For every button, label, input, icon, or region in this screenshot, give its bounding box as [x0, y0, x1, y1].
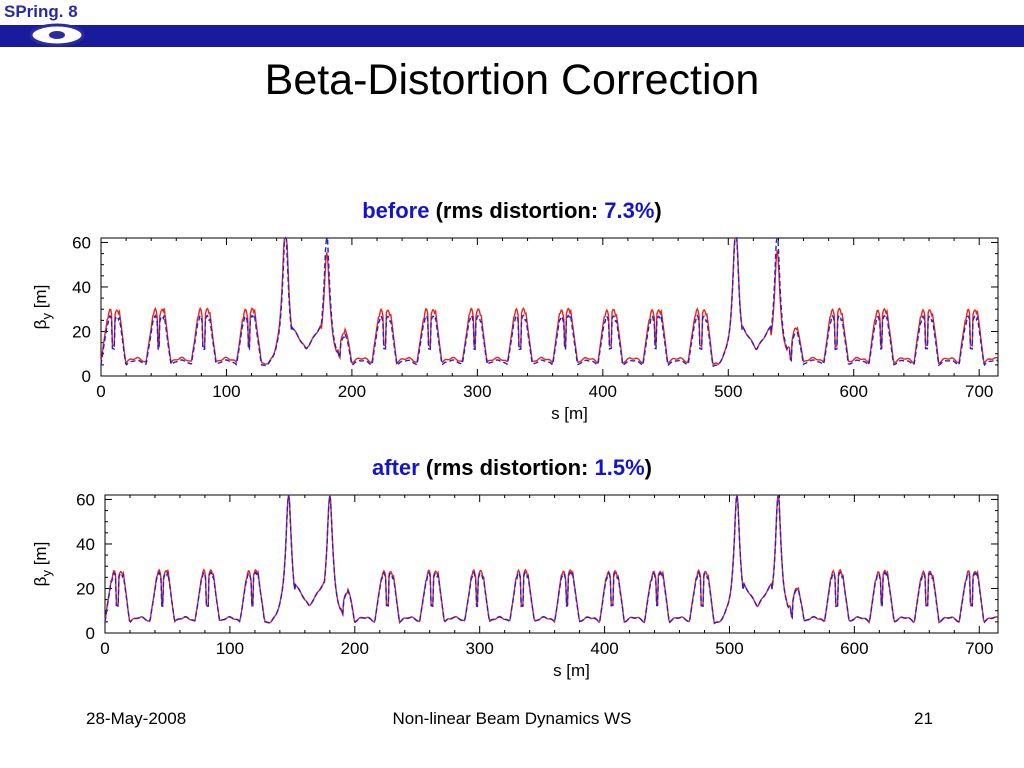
x-tick-label: 400: [589, 382, 617, 401]
y-tick-label: 60: [72, 233, 91, 252]
footer-event: Non-linear Beam Dynamics WS: [392, 709, 632, 728]
chart-title-end: ): [644, 455, 652, 480]
y-tick-label: 60: [76, 490, 95, 509]
x-tick-label: 200: [341, 639, 369, 658]
orbit-ring-icon: [29, 23, 85, 47]
slide-title: Beta-Distortion Correction: [264, 56, 760, 104]
logo-text: SPring. 8: [4, 2, 78, 21]
x-axis-label: s [m]: [551, 404, 588, 423]
footer-date: 28-May-2008: [86, 709, 187, 728]
chart-title-mid: (rms distortion:: [419, 455, 595, 480]
x-tick-label: 600: [840, 639, 868, 658]
header-bar: [0, 25, 1024, 47]
y-tick-label: 0: [86, 624, 95, 643]
y-tick-label: 20: [76, 579, 95, 598]
beta-chart-after: 0 100 200 300 400 500 600 700 0 20 40 60 s [m] βy [m]: [31, 490, 999, 680]
x-tick-label: 600: [840, 382, 868, 401]
x-tick-label: 100: [212, 382, 240, 401]
chart-title-value: 7.3%: [604, 198, 655, 223]
x-tick-label: 200: [338, 382, 366, 401]
y-tick-label: 40: [76, 535, 95, 554]
chart-title-highlight: before: [362, 198, 430, 223]
x-tick-label: 0: [96, 382, 105, 401]
plot-frame: [100, 237, 999, 377]
x-tick-label: 700: [965, 639, 993, 658]
x-tick-label: 300: [463, 382, 491, 401]
y-tick-label: 0: [82, 367, 91, 386]
y-axis-label: βy [m]: [31, 542, 54, 587]
x-axis-label: s [m]: [553, 661, 590, 680]
y-axis-label: βy [m]: [31, 285, 54, 330]
x-tick-label: 700: [965, 382, 993, 401]
chart-title-after: after (rms distortion: 1.5%): [0, 455, 1024, 481]
series-line-dashed: [100, 235, 998, 368]
x-tick-label: 100: [216, 639, 244, 658]
page-number: 21: [914, 709, 933, 728]
plot-frame: [104, 494, 999, 634]
chart-title-highlight: after: [372, 455, 420, 480]
series-line-solid: [104, 494, 998, 625]
chart-title-mid: (rms distortion:: [429, 198, 605, 223]
x-tick-label: 0: [100, 639, 109, 658]
x-tick-label: 500: [714, 382, 742, 401]
spring8-logo: SPring. 8: [0, 0, 120, 52]
x-tick-label: 300: [465, 639, 493, 658]
x-tick-label: 400: [590, 639, 618, 658]
y-tick-label: 20: [72, 322, 91, 341]
y-tick-label: 40: [72, 278, 91, 297]
chart-title-before: before (rms distortion: 7.3%): [0, 198, 1024, 224]
chart-title-end: ): [654, 198, 662, 223]
beta-chart-before: 0 100 200 300 400 500 600 700 0 20 40 60 s [m] βy [m]: [31, 233, 999, 423]
chart-title-value: 1.5%: [594, 455, 645, 480]
x-tick-label: 500: [715, 639, 743, 658]
series-line-dashed: [104, 494, 998, 625]
series-line-solid: [100, 237, 998, 366]
